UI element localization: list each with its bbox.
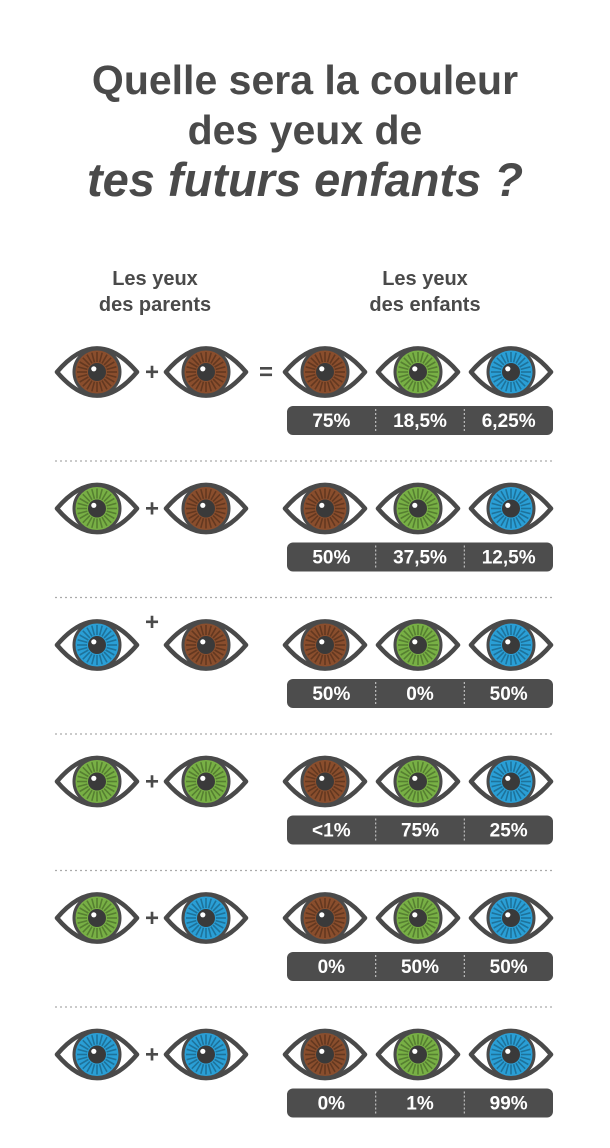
- table-row: + = 75% 18,5% 6,25%: [54, 346, 554, 435]
- child-eye-brown-icon: [282, 755, 368, 808]
- children-column-header: Les yeux des enfants: [310, 266, 540, 318]
- child-eye-blue-icon: [468, 755, 554, 808]
- table-row: +50% 37,5% 12,5%: [54, 482, 554, 572]
- percentage-bar: [287, 952, 553, 981]
- child-eye-blue-icon: [468, 892, 554, 944]
- table-row: +0% 1% 99%: [54, 1028, 554, 1118]
- children-header-line-2: des enfants: [369, 294, 481, 316]
- child-eye-blue-icon: [468, 482, 554, 535]
- parent-eye-blue-icon: [54, 1028, 140, 1081]
- child-eye-green-icon: [375, 892, 461, 944]
- equals-sign: =: [259, 359, 273, 386]
- percentage-bar: [287, 815, 553, 845]
- child-eye-green-icon: [375, 482, 461, 535]
- percentage-brown: 50%: [312, 684, 350, 705]
- parent-eye-blue-icon: [163, 1028, 249, 1081]
- percentage-bar: [287, 406, 553, 435]
- parent-eye-brown-icon: [163, 619, 249, 671]
- parent-eye-green-icon: [54, 482, 140, 535]
- percentage-bar: [287, 542, 553, 572]
- percentage-green: 1%: [406, 1094, 434, 1115]
- percentage-brown: 75%: [312, 411, 350, 432]
- percentage-green: 0%: [406, 684, 434, 705]
- parent-eye-green-icon: [54, 755, 140, 808]
- parent-eye-blue-icon: [163, 892, 249, 944]
- percentage-brown: 50%: [312, 548, 350, 569]
- plus-sign: +: [145, 1042, 159, 1069]
- child-eye-blue-icon: [468, 346, 554, 398]
- percentage-green: 18,5%: [393, 411, 447, 432]
- percentage-green: 75%: [401, 821, 439, 842]
- percentage-blue: 50%: [490, 957, 528, 978]
- table-row: +50% 0% 50%: [54, 609, 554, 708]
- parents-header-line-1: Les yeux: [112, 268, 198, 290]
- plus-sign: +: [145, 905, 159, 932]
- child-eye-blue-icon: [468, 619, 554, 671]
- parent-eye-brown-icon: [54, 346, 140, 398]
- table-row: +0% 50% 50%: [54, 892, 554, 981]
- parents-column-header: Les yeux des parents: [50, 266, 260, 318]
- plus-sign: +: [145, 609, 159, 636]
- parent-eye-brown-icon: [163, 346, 249, 398]
- parent-eye-green-icon: [54, 892, 140, 944]
- child-eye-green-icon: [375, 755, 461, 808]
- percentage-blue: 12,5%: [482, 548, 536, 569]
- percentage-blue: 25%: [490, 821, 528, 842]
- percentage-brown: 0%: [318, 957, 346, 978]
- table-row: + <1% 75% 25%: [54, 755, 554, 845]
- parent-eye-blue-icon: [54, 619, 140, 671]
- title-line-3: tes futurs enfants ?: [86, 153, 524, 206]
- child-eye-brown-icon: [282, 619, 368, 671]
- child-eye-green-icon: [375, 1028, 461, 1081]
- child-eye-brown-icon: [282, 892, 368, 944]
- plus-sign: +: [145, 359, 159, 386]
- plus-sign: +: [145, 496, 159, 523]
- plus-sign: +: [145, 769, 159, 796]
- percentage-brown: 0%: [318, 1094, 346, 1115]
- percentage-green: 50%: [401, 957, 439, 978]
- parents-header-line-2: des parents: [98, 294, 212, 316]
- child-eye-green-icon: [375, 346, 461, 398]
- percentage-blue: 6,25%: [482, 411, 536, 432]
- percentage-brown: <1%: [312, 821, 351, 842]
- percentage-bar: [287, 1088, 553, 1118]
- percentage-blue: 99%: [490, 1094, 528, 1115]
- children-header-line-1: Les yeux: [382, 268, 468, 290]
- child-eye-green-icon: [375, 619, 461, 671]
- percentage-blue: 50%: [490, 684, 528, 705]
- title-line-1: Quelle sera la couleur: [91, 57, 519, 103]
- parent-eye-green-icon: [163, 755, 249, 808]
- title-line-2: des yeux de: [187, 107, 423, 153]
- child-eye-brown-icon: [282, 482, 368, 535]
- parent-eye-brown-icon: [163, 482, 249, 535]
- child-eye-blue-icon: [468, 1028, 554, 1081]
- percentage-bar: [287, 679, 553, 708]
- child-eye-brown-icon: [282, 346, 368, 398]
- percentage-green: 37,5%: [393, 548, 447, 569]
- child-eye-brown-icon: [282, 1028, 368, 1081]
